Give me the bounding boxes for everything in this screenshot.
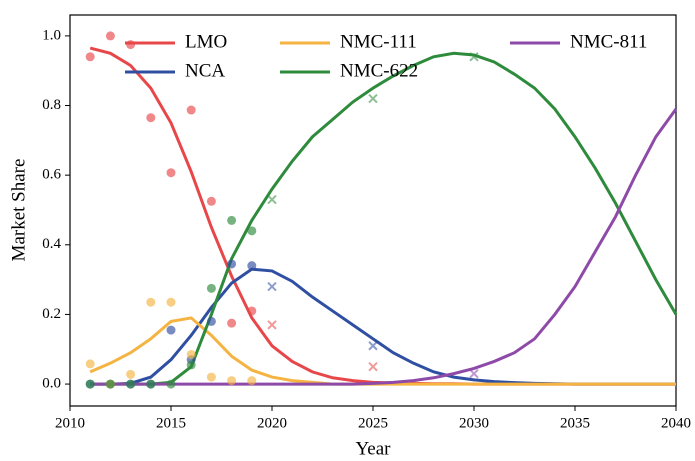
observed-point — [206, 283, 216, 293]
legend-label: NMC-811 — [570, 31, 647, 52]
projected-point — [368, 341, 378, 351]
x-tick-label: 2020 — [257, 415, 287, 431]
y-tick-label: 0.4 — [42, 236, 61, 252]
observed-point — [126, 369, 136, 379]
legend-label: LMO — [185, 31, 227, 52]
observed-point — [105, 31, 115, 41]
observed-point — [146, 113, 156, 123]
observed-point — [227, 376, 237, 386]
projected-point — [267, 194, 277, 205]
projected-point — [469, 52, 479, 62]
observed-point — [247, 261, 257, 271]
observed-point — [166, 297, 176, 307]
observed-point — [166, 379, 176, 389]
y-axis-label: Market Share — [8, 159, 29, 262]
series-line — [90, 267, 676, 386]
projected-point — [368, 361, 378, 372]
projected-point — [267, 320, 277, 330]
observed-point — [105, 379, 115, 389]
observed-point — [227, 215, 237, 225]
x-tick-label: 2010 — [55, 415, 85, 431]
x-tick-label: 2015 — [156, 415, 186, 431]
observed-point — [186, 105, 196, 115]
series-line — [90, 108, 678, 386]
observed-point — [85, 52, 95, 62]
observed-point — [227, 259, 237, 269]
legend-label: NCA — [185, 60, 225, 81]
x-tick-label: 2025 — [358, 415, 388, 431]
series-line — [90, 51, 678, 386]
observed-point — [126, 40, 136, 50]
observed-point — [247, 226, 257, 236]
x-tick-label: 2040 — [661, 415, 691, 431]
y-tick-label: 0.8 — [42, 97, 61, 113]
x-axis-label: Year — [355, 438, 391, 459]
observed-point — [85, 359, 95, 369]
observed-point — [146, 297, 156, 307]
y-tick-label: 0.2 — [42, 306, 61, 322]
y-tick-label: 1.0 — [42, 27, 61, 43]
legend-label: NMC-111 — [340, 31, 417, 52]
x-tick-label: 2030 — [459, 415, 489, 431]
observed-point — [227, 318, 237, 328]
legend-label: NMC-622 — [340, 60, 418, 81]
observed-point — [247, 306, 257, 316]
projected-point — [267, 281, 277, 292]
observed-point — [206, 196, 216, 206]
observed-point — [85, 379, 95, 389]
observed-point — [206, 372, 216, 382]
observed-point — [126, 379, 136, 389]
observed-point — [166, 325, 176, 335]
observed-point — [166, 168, 176, 178]
x-tick-label: 2035 — [560, 415, 590, 431]
projected-point — [469, 368, 479, 379]
projected-point — [368, 93, 378, 104]
series-line — [89, 46, 676, 386]
observed-point — [186, 360, 196, 370]
observed-point — [206, 316, 216, 326]
y-tick-label: 0.0 — [42, 376, 61, 392]
observed-point — [146, 379, 156, 389]
observed-point — [247, 376, 257, 386]
y-tick-label: 0.6 — [42, 167, 61, 183]
observed-point — [186, 349, 196, 359]
